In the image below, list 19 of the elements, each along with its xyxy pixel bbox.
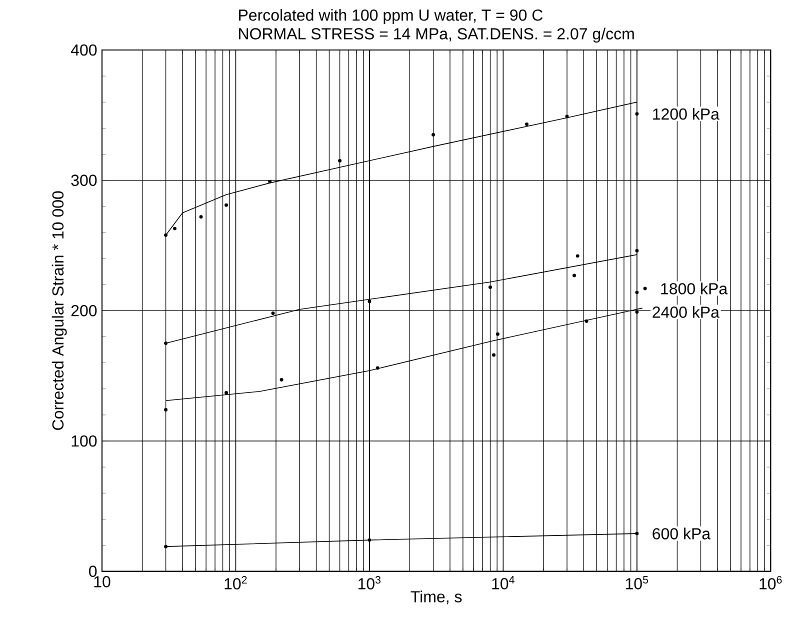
y-tick-label: 100 xyxy=(72,435,97,447)
x-tick-label: 10$^{3}$ xyxy=(358,576,381,590)
series-label: 2400 kPa xyxy=(652,306,720,318)
series-label: 1200 kPa xyxy=(653,108,720,120)
x-tick-label: 10$^{2}$ xyxy=(224,576,247,590)
y-axis-title: Corrected Angular Strain * 10 000 xyxy=(52,191,67,430)
x-axis-title: Time, s xyxy=(410,590,462,604)
series-label: 600 kPa xyxy=(652,528,711,540)
y-tick-label: 300 xyxy=(71,174,97,186)
x-tick-label: 10$^{6}$ xyxy=(760,576,782,590)
x-tick-label: 10$^{4}$ xyxy=(492,576,514,590)
chart-title: Percolated with 100 ppm U water, T = 90 C xyxy=(239,9,543,24)
x-tick-label: 10 xyxy=(94,576,110,588)
chart-subtitle: NORMAL STRESS = 14 MPa, SAT.DENS. = 2.07 g/ccm xyxy=(239,28,634,43)
x-tick-label: 10$^{5}$ xyxy=(626,576,648,590)
y-tick-label: 200 xyxy=(71,305,97,316)
y-tick-label: 0 xyxy=(89,566,97,577)
series-label: 1800 kPa xyxy=(661,282,728,294)
y-tick-label: 400 xyxy=(70,44,97,56)
